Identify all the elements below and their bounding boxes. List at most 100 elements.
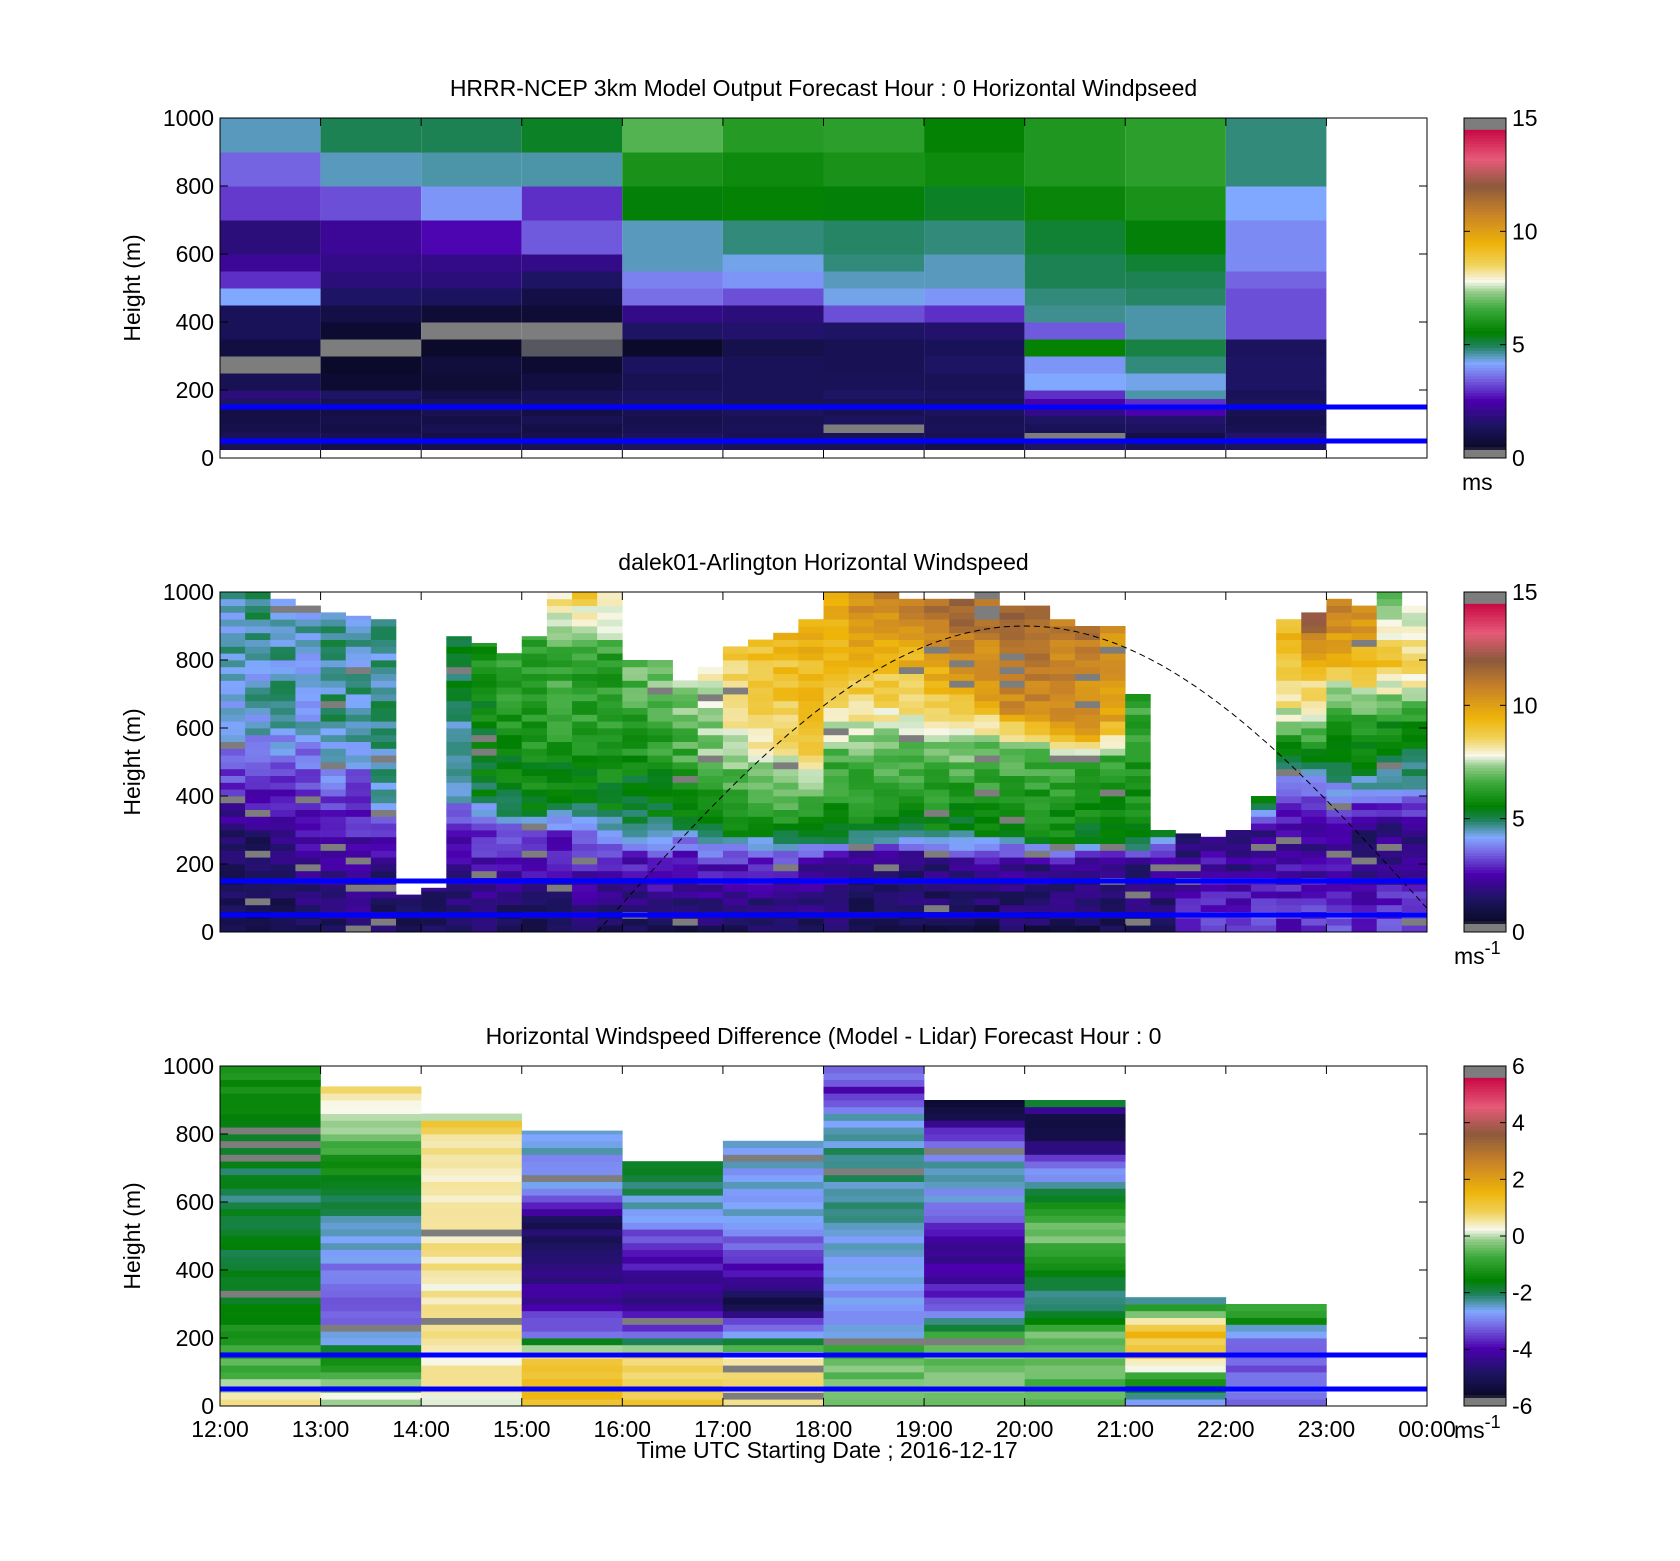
heatmap-cell: [295, 612, 321, 620]
heatmap-cell: [471, 836, 497, 844]
heatmap-cell: [1401, 782, 1428, 790]
colorbar-segment: [1464, 609, 1506, 613]
heatmap-cell: [1376, 653, 1403, 661]
heatmap-cell: [823, 1106, 925, 1114]
heatmap-cell: [924, 1358, 1025, 1366]
heatmap-cell: [798, 700, 824, 708]
heatmap-cell: [924, 884, 950, 892]
heatmap-cell: [1376, 816, 1403, 824]
heatmap-cell: [446, 884, 472, 892]
heatmap-cell: [999, 666, 1025, 674]
heatmap-cell: [1074, 700, 1101, 708]
heatmap-cell: [697, 918, 724, 926]
heatmap-cell: [1100, 639, 1126, 647]
heatmap-cell: [1049, 782, 1076, 790]
heatmap-cell: [1276, 680, 1302, 688]
heatmap-cell: [873, 768, 900, 776]
heatmap-cell: [748, 660, 774, 668]
colorbar-segment: [1464, 1369, 1506, 1373]
heatmap-cell: [1351, 741, 1378, 749]
heatmap-cell: [220, 1100, 321, 1108]
heatmap-cell: [924, 441, 1025, 450]
heatmap-cell: [1326, 762, 1352, 770]
heatmap-cell: [1074, 809, 1101, 817]
heatmap-cell: [1024, 904, 1051, 912]
heatmap-cell: [748, 728, 774, 736]
heatmap-cell: [672, 694, 699, 702]
heatmap-cell: [1276, 823, 1302, 831]
heatmap-cell: [1024, 728, 1051, 736]
heatmap-cell: [1100, 850, 1126, 858]
heatmap-cell: [572, 605, 598, 613]
heatmap-cell: [597, 632, 623, 640]
colorbar-segment: [1464, 418, 1506, 422]
heatmap-cell: [270, 775, 296, 783]
heatmap-cell: [270, 809, 296, 817]
heatmap-cell: [546, 768, 573, 776]
heatmap-cell: [270, 755, 296, 763]
colorbar-segment: [1464, 441, 1506, 445]
colorbar-segment: [1464, 1204, 1506, 1209]
heatmap-cell: [546, 748, 573, 756]
heatmap-cell: [1225, 891, 1252, 899]
heatmap-cell: [722, 441, 824, 450]
heatmap-cell: [345, 802, 372, 810]
heatmap-cell: [1024, 1222, 1126, 1230]
heatmap-cell: [722, 1181, 824, 1189]
colorbar-segment: [1464, 796, 1506, 800]
colorbar-segment: [1464, 1374, 1506, 1379]
heatmap-cell: [546, 666, 573, 674]
heatmap-cell: [546, 680, 573, 688]
heatmap-cell: [1250, 918, 1277, 926]
heatmap-cell: [773, 864, 799, 872]
colorbar-segment: [1464, 426, 1506, 431]
heatmap-cell: [1074, 734, 1101, 742]
heatmap-cell: [974, 673, 1000, 681]
heatmap-cell: [1100, 904, 1126, 912]
heatmap-cell: [471, 782, 497, 790]
heatmap-cell: [999, 660, 1025, 668]
heatmap-cell: [572, 673, 598, 681]
heatmap-cell: [1125, 925, 1151, 933]
heatmap-cell: [622, 870, 648, 878]
heatmap-cell: [295, 864, 321, 872]
heatmap-cell: [220, 356, 321, 374]
heatmap-cell: [245, 626, 271, 634]
heatmap-cell: [546, 864, 573, 872]
heatmap-cell: [722, 1208, 824, 1216]
heatmap-cell: [220, 619, 246, 627]
heatmap-cell: [748, 646, 774, 654]
heatmap-cell: [924, 755, 950, 763]
colorbar-segment: [1464, 1134, 1506, 1138]
heatmap-cell: [924, 1242, 1025, 1250]
heatmap-cell: [320, 653, 347, 661]
heatmap-cell: [848, 918, 875, 926]
y-tick-label: 0: [201, 919, 214, 945]
heatmap-cell: [320, 220, 422, 255]
heatmap-cell: [1376, 605, 1403, 613]
colorbar-segment: [1464, 790, 1506, 794]
heatmap-cell: [270, 728, 296, 736]
heatmap-cell: [1225, 864, 1252, 872]
heatmap-cell: [1401, 904, 1428, 912]
heatmap-cell: [1024, 884, 1051, 892]
heatmap-cell: [1326, 728, 1352, 736]
heatmap-cell: [1351, 775, 1378, 783]
heatmap-cell: [647, 891, 673, 899]
colorbar-segment: [1464, 733, 1506, 737]
heatmap-cell: [370, 707, 397, 715]
heatmap-cell: [1024, 254, 1126, 272]
heatmap-cell: [1024, 390, 1126, 399]
heatmap-cell: [1100, 762, 1126, 770]
heatmap-cell: [622, 322, 723, 340]
heatmap-cell: [220, 796, 246, 804]
heatmap-cell: [974, 857, 1000, 865]
heatmap-cell: [823, 1304, 925, 1312]
colorbar-segment: [1464, 347, 1506, 351]
heatmap-cell: [1125, 441, 1226, 450]
heatmap-cell: [773, 891, 799, 899]
heatmap-cell: [421, 1134, 523, 1142]
heatmap-cell: [471, 816, 497, 824]
heatmap-cell: [496, 741, 523, 749]
heatmap-cell: [622, 1168, 724, 1176]
